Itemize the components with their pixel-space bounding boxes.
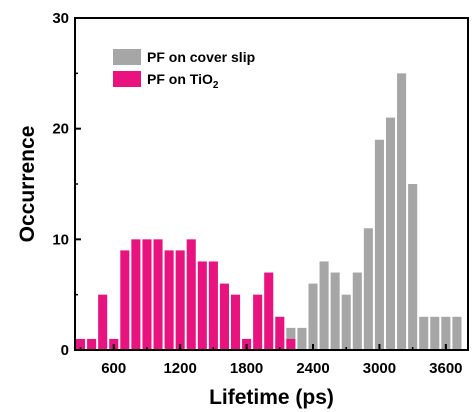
bar-cover-slip-3100 [385, 117, 396, 350]
bar-tio2-400 [87, 338, 97, 350]
bar-cover-slip-3700 [452, 316, 462, 350]
y-tick-label-30: 30 [52, 10, 69, 27]
bar-cover-slip-2500 [319, 261, 329, 350]
legend-label-cover-slip: PF on cover slip [147, 49, 255, 65]
legend-swatch-cover-slip [113, 49, 141, 65]
bar-tio2-1400 [197, 261, 207, 350]
legend-label-tio2-subscript: 2 [213, 80, 219, 91]
bar-cover-slip-2700 [341, 294, 351, 350]
x-tick-label-600: 600 [101, 360, 126, 377]
bar-cover-slip-2600 [330, 272, 340, 350]
x-tick-label-2400: 2400 [296, 360, 329, 377]
legend-swatch-tio2 [113, 71, 141, 87]
bar-cover-slip-2300 [297, 327, 307, 350]
y-tick-label-20: 20 [52, 121, 69, 138]
bar-cover-slip-3000 [374, 139, 384, 350]
x-axis-title: Lifetime (ps) [209, 386, 334, 409]
series-cover-slip-bars [275, 73, 462, 350]
bar-tio2-800 [131, 239, 141, 350]
bar-tio2-1300 [186, 239, 196, 350]
bar-cover-slip-2900 [363, 228, 373, 350]
bar-cover-slip-2400 [308, 283, 318, 350]
bar-tio2-1600 [219, 283, 229, 350]
bar-tio2-2100 [275, 316, 285, 350]
legend: PF on cover slip PF on TiO2 [113, 49, 255, 91]
bar-tio2-1000 [153, 239, 163, 350]
bar-tio2-1100 [164, 250, 174, 350]
bar-tio2-700 [120, 250, 130, 350]
y-tick-label-10: 10 [52, 231, 69, 248]
bar-tio2-2000 [264, 272, 274, 350]
y-tick-label-0: 0 [61, 342, 69, 359]
bar-cover-slip-3300 [408, 184, 418, 350]
bar-tio2-1200 [175, 250, 185, 350]
axis-ticks [75, 17, 447, 351]
bar-cover-slip-3500 [430, 316, 440, 350]
bar-tio2-1900 [253, 294, 263, 350]
legend-label-tio2-main: PF on TiO [147, 71, 213, 87]
bar-cover-slip-3600 [441, 316, 451, 350]
y-axis-title: Occurrence [16, 126, 39, 243]
legend-label-tio2: PF on TiO2 [147, 71, 219, 91]
x-tick-label-1800: 1800 [230, 360, 263, 377]
bar-tio2-1700 [230, 294, 241, 350]
x-tick-label-1200: 1200 [163, 360, 196, 377]
x-tick-label-3600: 3600 [429, 360, 462, 377]
bar-tio2-2200 [286, 338, 296, 350]
bar-tio2-300 [76, 338, 86, 350]
bar-tio2-900 [142, 239, 152, 350]
series-tio2-bars [76, 239, 296, 350]
bar-tio2-500 [98, 294, 108, 350]
bar-cover-slip-3400 [419, 316, 429, 350]
bar-tio2-1500 [208, 261, 218, 350]
bar-cover-slip-3200 [397, 73, 407, 350]
x-tick-label-3000: 3000 [363, 360, 396, 377]
axis-tick-labels: 600 1200 1800 2400 3000 3600 0 10 20 30 [52, 10, 462, 377]
bar-cover-slip-2800 [352, 272, 362, 350]
